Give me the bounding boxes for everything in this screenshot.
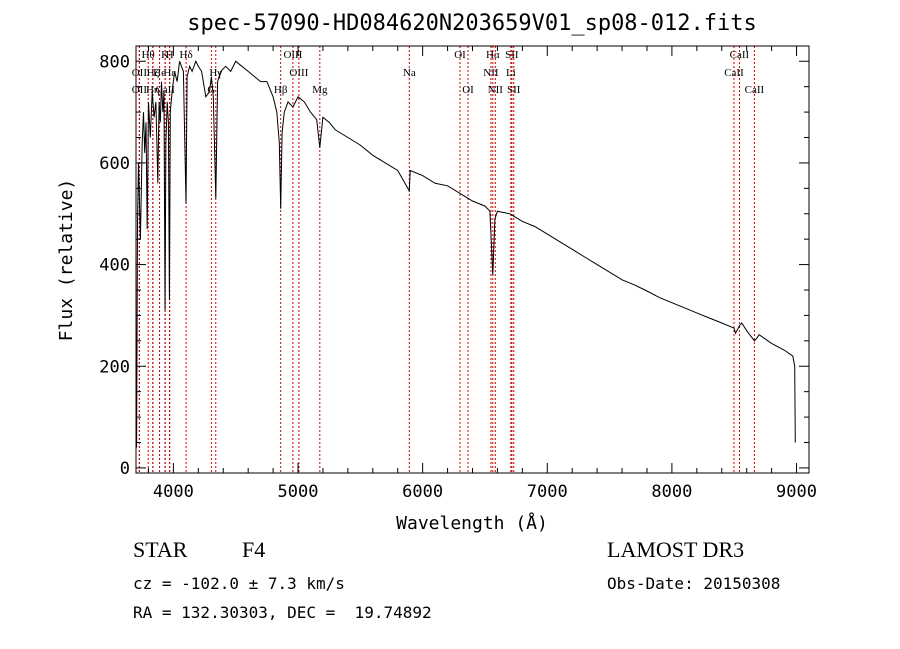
x-tick-label: 5000 (278, 482, 319, 502)
marker-label: SII (505, 49, 519, 61)
coordinates: RA = 132.30303, DEC = 19.74892 (133, 603, 432, 622)
plot-frame (135, 45, 810, 474)
y-tick-label: 400 (99, 256, 130, 276)
y-tick-label: 0 (120, 459, 130, 479)
survey-name: LAMOST DR3 (607, 537, 745, 562)
marker-label: CaII (730, 49, 750, 61)
marker-label: CaII (745, 84, 765, 96)
marker-label: Hβ (274, 84, 288, 96)
x-tick-label: 7000 (527, 482, 568, 502)
marker-label: He (153, 67, 166, 79)
y-axis-label: Flux (relative) (56, 179, 77, 342)
x-tick-label: 6000 (402, 482, 443, 502)
marker-label: Mg (312, 84, 328, 96)
marker-label: SII (507, 84, 521, 96)
marker-label: Hε (163, 67, 176, 79)
object-subclass: F4 (242, 537, 266, 562)
redshift-velocity: cz = -102.0 ± 7.3 km/s (133, 574, 345, 593)
spectrum-line (135, 60, 796, 448)
line-markers: HθKHHδOIIHeHζHεOIIHηCaIIHβOIIIOIIIMgNaOI… (132, 46, 765, 473)
y-axis: 0 200 400 600 800 (99, 52, 809, 479)
y-tick-label: 600 (99, 154, 130, 174)
marker-label: Li (506, 67, 516, 79)
marker-label: CaII (724, 67, 744, 79)
marker-label: NII (488, 84, 504, 96)
marker-label: OI (454, 49, 466, 61)
marker-label: Hζ (147, 67, 160, 79)
marker-label: OIII (283, 49, 302, 61)
y-tick-label: 200 (99, 357, 130, 377)
marker-label: Hη (146, 84, 160, 96)
marker-label: G (207, 84, 215, 96)
chart-title: spec-57090-HD084620N203659V01_sp08-012.f… (187, 11, 757, 36)
marker-label: Na (403, 67, 416, 79)
marker-label: Hδ (180, 49, 193, 61)
marker-label: OI (462, 84, 474, 96)
x-tick-label: 9000 (776, 482, 817, 502)
x-tick-label: 4000 (153, 482, 194, 502)
x-axis: 4000 5000 6000 7000 8000 9000 (147, 46, 817, 502)
marker-label: CaII (155, 84, 175, 96)
x-tick-label: 8000 (651, 482, 692, 502)
marker-label: Hθ (142, 49, 155, 61)
observation-date: Obs-Date: 20150308 (607, 574, 781, 593)
object-class: STAR (133, 537, 188, 562)
marker-label: Hα (486, 49, 500, 61)
x-axis-label: Wavelength (Å) (396, 512, 548, 534)
marker-label: OIII (289, 67, 308, 79)
y-tick-label: 800 (99, 52, 130, 72)
marker-label: NII (483, 67, 499, 79)
marker-label: OII (132, 67, 148, 79)
